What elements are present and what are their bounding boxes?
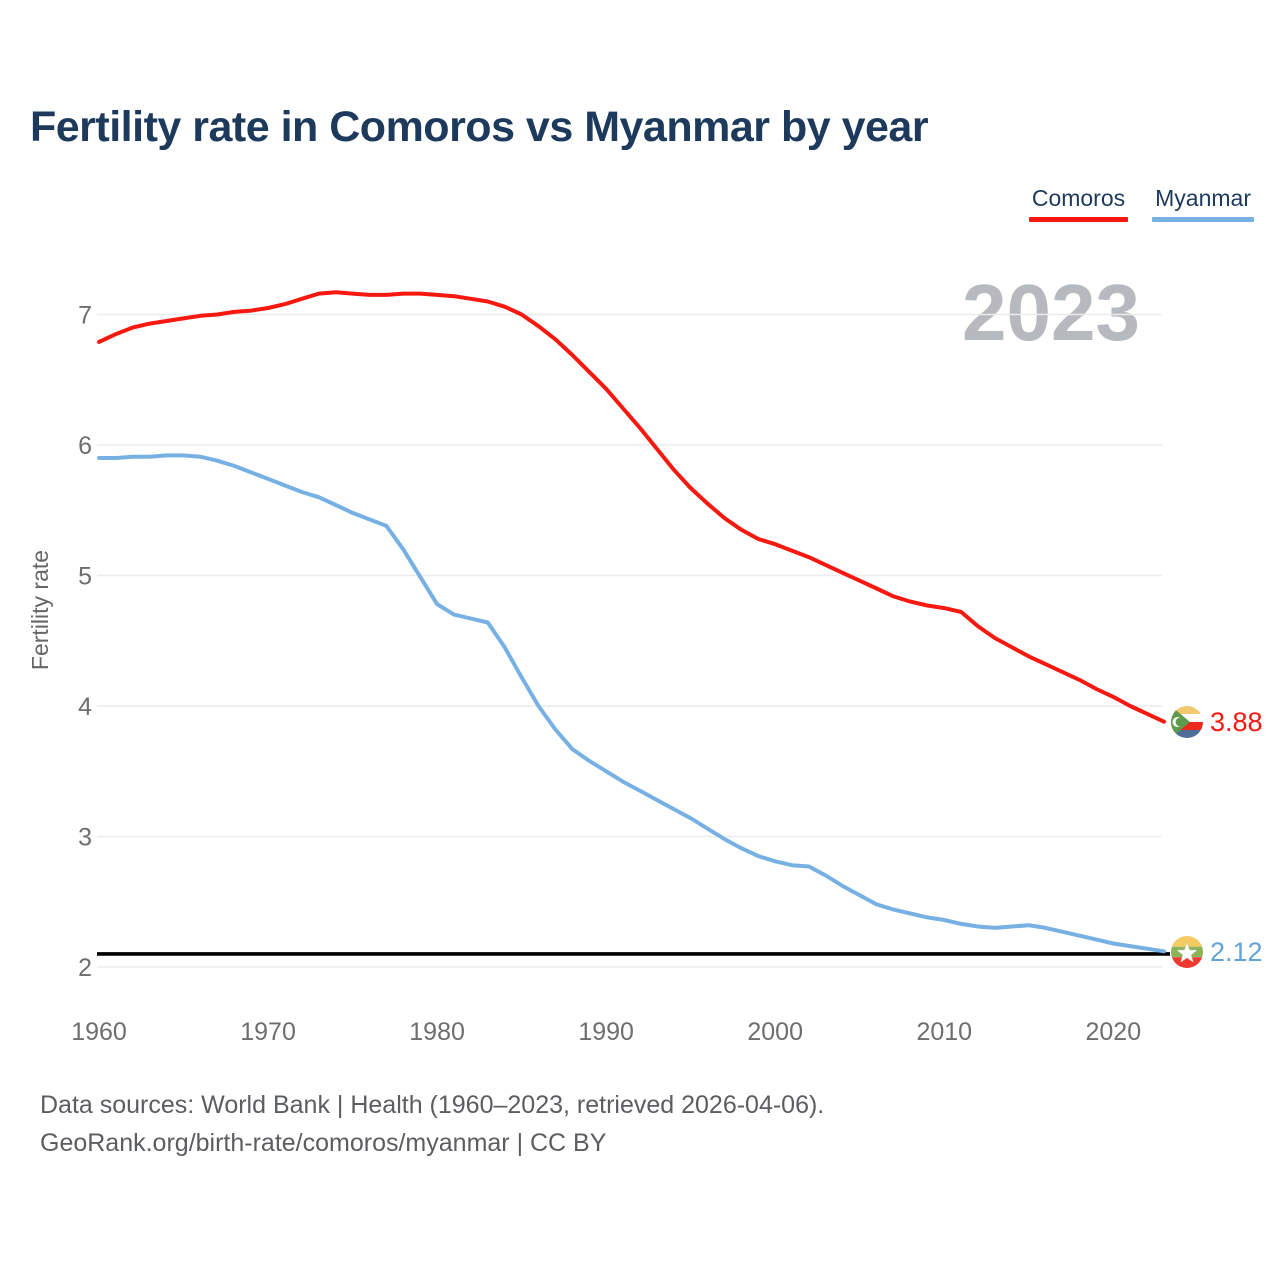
myanmar-flag-icon xyxy=(1171,936,1203,968)
x-tick-label: 1980 xyxy=(409,1018,465,1046)
x-tick-label: 1970 xyxy=(240,1018,296,1046)
y-tick-label: 3 xyxy=(78,824,92,852)
series-line-comoros xyxy=(97,290,1166,724)
x-tick-label: 2010 xyxy=(916,1018,972,1046)
legend-label-myanmar: Myanmar xyxy=(1155,185,1251,211)
end-value-comoros: 3.88 xyxy=(1210,706,1263,737)
legend-underline-myanmar xyxy=(1152,217,1254,222)
legend-item-comoros[interactable]: Comoros xyxy=(1028,185,1129,222)
footer: Data sources: World Bank | Health (1960–… xyxy=(40,1086,824,1162)
x-tick-label: 2000 xyxy=(747,1018,803,1046)
legend-underline-comoros xyxy=(1028,217,1129,222)
legend: Comoros Myanmar xyxy=(1028,185,1254,222)
end-value-myanmar: 2.12 xyxy=(1210,936,1263,967)
end-label-myanmar: 2.12 xyxy=(1171,936,1263,968)
legend-item-myanmar[interactable]: Myanmar xyxy=(1152,185,1254,222)
end-label-comoros: 3.88 xyxy=(1171,706,1263,738)
footer-sources-line: Data sources: World Bank | Health (1960–… xyxy=(40,1091,825,1119)
series-line-myanmar xyxy=(97,453,1166,954)
x-tick-label: 2020 xyxy=(1085,1018,1141,1046)
x-tick-label: 1990 xyxy=(578,1018,634,1046)
y-tick-label: 2 xyxy=(78,954,92,982)
comoros-flag-icon xyxy=(1171,706,1203,738)
legend-label-comoros: Comoros xyxy=(1031,185,1126,211)
y-tick-label: 6 xyxy=(78,432,92,460)
watermark-year: 2023 xyxy=(962,268,1140,357)
x-tick-label: 1960 xyxy=(71,1018,127,1046)
footer-attribution-line: GeoRank.org/birth-rate/comoros/myanmar |… xyxy=(40,1129,607,1157)
y-tick-label: 5 xyxy=(78,563,92,591)
y-tick-label: 7 xyxy=(78,302,92,330)
page-title: Fertility rate in Comoros vs Myanmar by … xyxy=(30,103,929,151)
y-axis-title: Fertility rate xyxy=(27,550,53,670)
y-tick-label: 4 xyxy=(78,693,92,721)
